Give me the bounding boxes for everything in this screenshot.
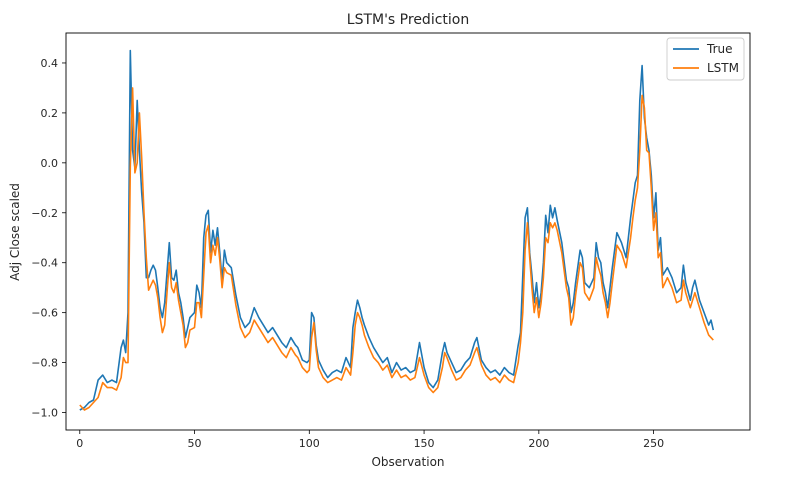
y-tick-label: −0.8 [31, 357, 58, 370]
y-tick-label: 0.4 [41, 57, 59, 70]
x-tick-label: 0 [76, 437, 83, 450]
x-tick-label: 250 [643, 437, 664, 450]
x-tick-label: 150 [414, 437, 435, 450]
series-line-lstm [79, 87, 714, 411]
y-tick-label: 0.2 [41, 107, 59, 120]
x-tick-label: 200 [528, 437, 549, 450]
legend: True LSTM [666, 37, 745, 81]
y-tick-label: −1.0 [31, 407, 58, 420]
legend-label-true: True [706, 42, 733, 56]
y-tick-label: −0.6 [31, 307, 58, 320]
chart-title: LSTM's Prediction [347, 12, 469, 28]
y-tick-label: −0.4 [31, 257, 58, 270]
plot-frame [65, 32, 751, 431]
plot-area [65, 32, 751, 431]
legend-label-lstm: LSTM [707, 61, 739, 75]
y-tick-label: −0.2 [31, 207, 58, 220]
y-tick-label: 0.0 [41, 157, 59, 170]
x-tick-label: 50 [188, 437, 202, 450]
y-axis: −1.0 −0.8 −0.6 −0.4 −0.2 0.0 0.2 0.4 [31, 57, 66, 420]
x-tick-label: 100 [299, 437, 320, 450]
series-group [79, 49, 715, 411]
series-line-true [79, 49, 715, 411]
x-axis: 0 50 100 150 200 250 [76, 430, 664, 450]
y-axis-label: Adj Close scaled [8, 183, 22, 281]
x-axis-label: Observation [371, 455, 444, 469]
